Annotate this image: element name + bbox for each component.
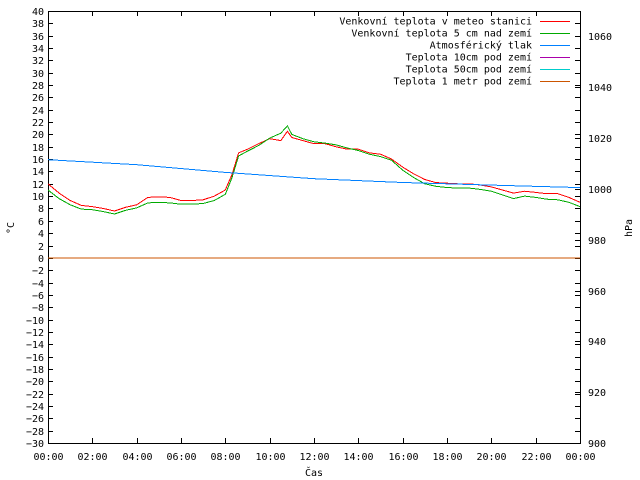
left-tick-label: −28 [26,427,44,438]
right-tick-label: 940 [588,337,606,348]
left-tick-label: 28 [32,81,44,92]
x-tick-label: 14:00 [343,452,373,463]
x-tick-label: 06:00 [166,452,196,463]
legend-label-6: Teplota 1 metr pod zemí [394,76,532,88]
left-tick-label: 10 [32,192,44,203]
left-tick-label: −16 [26,353,44,364]
series-line-2 [47,124,581,215]
left-tick-label: 20 [32,130,44,141]
left-tick-label: 2 [38,242,44,253]
x-tick-label: 12:00 [299,452,329,463]
right-tick-label: 980 [588,236,606,247]
right-tick-label: 1040 [588,83,612,94]
left-tick-label: −6 [32,291,44,302]
x-tick-label: 08:00 [210,452,240,463]
left-tick-label: −26 [26,414,44,425]
left-tick-label: 36 [32,32,44,43]
x-tick-label: 04:00 [122,452,152,463]
right-axis-ticks: 1060 1040 1020 1000 980 960 940 920 900 [575,32,612,450]
left-tick-label: 0 [38,254,44,265]
left-tick-label: 24 [32,106,44,117]
left-tick-label: 30 [32,69,44,80]
left-axis-label: °C [6,222,17,234]
left-tick-label: −20 [26,377,44,388]
legend-label-3: Atmosférický tlak [430,40,532,52]
x-tick-label: 00:00 [565,452,595,463]
legend-label-2: Venkovní teplota 5 cm nad zemí [351,28,532,40]
left-tick-label: 16 [32,155,44,166]
right-tick-label: 1060 [588,32,612,43]
x-tick-label: 00:00 [33,452,63,463]
legend: Venkovní teplota v meteo staniciVenkovní… [339,16,570,88]
left-tick-label: 38 [32,19,44,30]
left-tick-label: 34 [32,44,44,55]
x-tick-label: 18:00 [432,452,462,463]
x-tick-label: 20:00 [476,452,506,463]
x-tick-label: 10:00 [255,452,285,463]
left-tick-label: 32 [32,56,44,67]
x-tick-label: 16:00 [388,452,418,463]
left-tick-label: 6 [38,217,44,228]
left-tick-label: 4 [38,229,44,240]
right-tick-label: 900 [588,439,606,450]
legend-label-5: Teplota 50cm pod zemí [406,64,532,76]
left-tick-label: −10 [26,316,44,327]
left-tick-label: −12 [26,328,44,339]
left-tick-label: −30 [26,439,44,450]
x-axis-label: Čas [305,466,323,479]
left-tick-label: 8 [38,204,44,215]
left-tick-label: 26 [32,93,44,104]
right-axis-label: hPa [624,219,635,237]
left-tick-label: 14 [32,167,44,178]
left-tick-label: −22 [26,390,44,401]
x-tick-label: 22:00 [521,452,551,463]
left-tick-label: −4 [32,279,44,290]
legend-label-4: Teplota 10cm pod zemí [406,52,532,64]
left-tick-label: −2 [32,266,44,277]
left-tick-label: −24 [26,402,44,413]
x-tick-label: 02:00 [77,452,107,463]
series-layer [47,124,581,259]
left-tick-label: −14 [26,340,44,351]
right-tick-label: 1000 [588,185,612,196]
left-tick-label: 12 [32,180,44,191]
legend-label-1: Venkovní teplota v meteo stanici [339,16,532,28]
right-tick-label: 960 [588,287,606,298]
left-tick-label: 40 [32,7,44,18]
right-tick-label: 920 [588,388,606,399]
left-tick-label: −18 [26,365,44,376]
left-tick-label: 22 [32,118,44,129]
series-line-3 [47,159,581,189]
right-tick-label: 1020 [588,134,612,145]
x-axis-ticks: 00:00 02:00 04:00 06:00 08:00 10:00 12:00 14:00… [33,11,596,463]
left-axis-ticks: 4038363432302826242220181614121086420−2−… [26,7,580,450]
left-tick-label: 18 [32,143,44,154]
left-tick-label: −8 [32,303,44,314]
series-line-1 [47,130,581,212]
